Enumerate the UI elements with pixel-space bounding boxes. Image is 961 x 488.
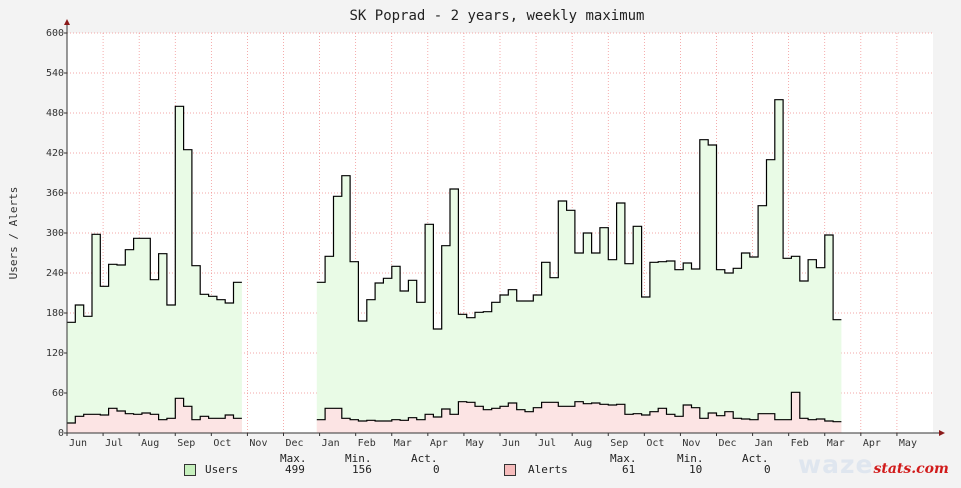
- users-max-header: Max.: [280, 452, 307, 465]
- users-area: [316, 99, 842, 433]
- alerts-line: [316, 391, 842, 423]
- x-tick-label: Apr: [863, 438, 881, 449]
- alerts-legend-label: Alerts: [528, 463, 568, 476]
- x-axis-arrow: [939, 430, 945, 436]
- y-axis-arrow: [64, 19, 70, 25]
- x-tick-label: Feb: [358, 438, 376, 449]
- logo-waze-text: waze: [798, 450, 874, 479]
- users-line: [316, 99, 842, 330]
- x-tick-label: Mar: [827, 438, 845, 449]
- series-areas: [67, 99, 842, 434]
- users-act-header: Act.: [411, 452, 438, 465]
- users-legend-swatch: [184, 464, 196, 476]
- x-tick-label: Oct: [213, 438, 231, 449]
- alerts-legend-swatch: [504, 464, 516, 476]
- users-legend-label: Users: [205, 463, 239, 476]
- x-tick-label: Oct: [646, 438, 664, 449]
- users-min-header: Min.: [345, 452, 372, 465]
- alerts-line: [67, 397, 242, 424]
- x-tick-label: Sep: [610, 438, 628, 449]
- alerts-min-header: Min.: [677, 452, 704, 465]
- x-tick-label: Apr: [430, 438, 448, 449]
- wazestats-logo: wazestats.com: [798, 450, 949, 479]
- y-tick-label: 360: [46, 188, 64, 199]
- users-min-value: 156: [352, 463, 372, 476]
- users-act-value: 0: [433, 463, 440, 476]
- x-tick-label: Feb: [791, 438, 809, 449]
- x-tick-label: May: [899, 438, 917, 449]
- alerts-act-value: 0: [764, 463, 771, 476]
- y-tick-labels: 0 60 120 180 240 300 360 420 480 540 600: [46, 28, 64, 439]
- y-tick-label: 600: [46, 28, 64, 39]
- x-tick-labels: Jun Jul Aug Sep Oct Nov Dec Jan Feb Mar Apr May Jun J…: [69, 438, 917, 449]
- x-tick-label: Jan: [322, 438, 340, 449]
- alerts-act-header: Act.: [742, 452, 769, 465]
- x-tick-label: Dec: [286, 438, 304, 449]
- y-axis-label: Users / Alerts: [7, 187, 20, 280]
- alerts-max-header: Max.: [610, 452, 637, 465]
- y-tick-label: 0: [58, 428, 64, 439]
- x-tick-label: Dec: [719, 438, 737, 449]
- alerts-min-value: 10: [689, 463, 703, 476]
- y-tick-label: 420: [46, 148, 64, 159]
- x-tick-label: Nov: [682, 438, 700, 449]
- alerts-area: [67, 398, 242, 433]
- axes: [64, 19, 945, 436]
- y-tick-label: 120: [46, 348, 64, 359]
- alerts-area: [316, 392, 842, 433]
- x-tick-label: Aug: [574, 438, 592, 449]
- x-tick-label: Sep: [177, 438, 195, 449]
- y-tick-label: 60: [52, 388, 64, 399]
- alerts-max-value: 61: [622, 463, 636, 476]
- y-tick-label: 180: [46, 308, 64, 319]
- y-tick-label: 480: [46, 108, 64, 119]
- chart-title: SK Poprad - 2 years, weekly maximum: [349, 8, 644, 24]
- x-tick-label: Nov: [249, 438, 267, 449]
- x-tick-label: Mar: [394, 438, 412, 449]
- users-max-value: 499: [285, 463, 305, 476]
- y-tick-label: 300: [46, 228, 64, 239]
- x-tick-label: Jun: [502, 438, 520, 449]
- y-tick-label: 540: [46, 68, 64, 79]
- users-area: [67, 106, 242, 434]
- x-tick-label: Jun: [69, 438, 87, 449]
- users-line: [67, 105, 242, 323]
- x-tick-label: May: [466, 438, 484, 449]
- x-tick-label: Aug: [141, 438, 159, 449]
- x-tick-label: Jul: [538, 438, 556, 449]
- logo-stats-text: stats.com: [873, 461, 949, 477]
- series-lines: [67, 99, 842, 424]
- x-tick-label: Jul: [105, 438, 123, 449]
- x-tick-label: Jan: [755, 438, 773, 449]
- y-tick-label: 240: [46, 268, 64, 279]
